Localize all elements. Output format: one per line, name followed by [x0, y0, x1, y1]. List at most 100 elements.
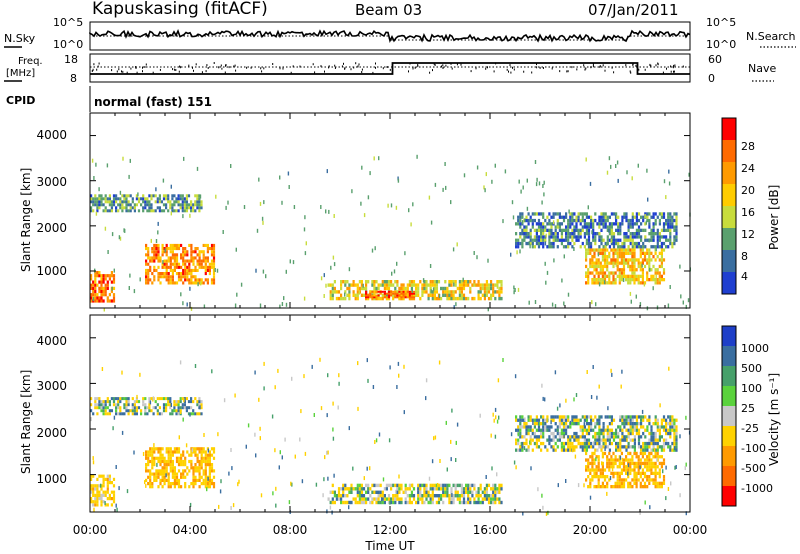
data-cell — [587, 248, 590, 252]
data-cell — [591, 255, 594, 259]
data-cell — [385, 293, 388, 297]
data-cell — [535, 222, 538, 226]
data-cell — [608, 415, 611, 419]
data-cell — [610, 232, 613, 236]
data-cell — [652, 255, 655, 259]
data-speck — [283, 296, 285, 301]
data-cell — [110, 481, 113, 485]
data-speck — [682, 300, 684, 305]
data-speck — [573, 397, 575, 402]
nave-dot — [97, 65, 99, 68]
nave-dot — [434, 64, 436, 66]
data-cell — [392, 497, 395, 501]
data-cell — [202, 450, 205, 454]
data-cell — [617, 238, 620, 242]
data-cell — [594, 241, 597, 246]
data-cell — [597, 478, 600, 482]
data-cell — [460, 293, 463, 297]
data-cell — [662, 418, 666, 422]
data-cell — [100, 299, 103, 303]
data-speck — [554, 304, 557, 309]
data-cell — [610, 248, 613, 252]
data-cell — [598, 238, 601, 242]
data-cell — [515, 418, 518, 422]
data-cell — [595, 468, 598, 472]
data-speck — [512, 215, 515, 220]
data-speck — [218, 504, 220, 509]
data-cell — [167, 272, 170, 276]
data-cell — [159, 259, 162, 263]
data-speck — [367, 378, 369, 383]
data-cell — [585, 418, 588, 422]
data-cell — [596, 448, 599, 452]
data-cell — [525, 441, 528, 446]
data-cell — [637, 458, 640, 462]
data-cell — [490, 296, 493, 301]
data-speck — [190, 306, 193, 311]
data-cell — [615, 218, 618, 223]
data-cell — [161, 485, 164, 489]
data-cell — [622, 248, 626, 252]
data-speck — [103, 307, 105, 312]
data-cell — [558, 228, 561, 232]
data-cell — [147, 463, 150, 467]
data-cell — [431, 500, 434, 505]
data-cell — [603, 258, 607, 262]
data-speck — [326, 413, 328, 418]
data-speck — [411, 483, 414, 488]
data-cell — [637, 258, 640, 262]
data-cell — [196, 200, 199, 204]
data-cell — [595, 268, 598, 272]
data-cell — [656, 215, 659, 219]
data-cell — [200, 482, 203, 486]
noise-left-tick-top: 10^5 — [53, 16, 83, 29]
data-speck — [378, 156, 380, 161]
data-cell — [173, 203, 176, 207]
data-cell — [631, 241, 634, 246]
data-cell — [177, 469, 181, 473]
data-speck — [685, 415, 687, 420]
data-cell — [675, 435, 678, 439]
data-speck — [290, 481, 292, 486]
data-cell — [569, 222, 572, 226]
data-cell — [348, 500, 351, 505]
data-cell — [614, 481, 617, 485]
data-cell — [550, 225, 553, 229]
data-cell — [527, 428, 530, 432]
data-cell — [500, 296, 503, 301]
data-speck — [538, 421, 541, 426]
data-speck — [679, 434, 681, 439]
data-cell — [354, 296, 357, 301]
data-speck — [502, 219, 504, 224]
data-cell — [448, 296, 451, 301]
data-speck — [197, 282, 199, 287]
nave-dot — [111, 69, 113, 72]
data-speck — [145, 483, 147, 488]
data-cell — [639, 251, 642, 255]
data-cell — [554, 415, 557, 419]
data-cell — [184, 469, 187, 473]
data-cell — [146, 200, 149, 204]
data-cell — [604, 445, 607, 449]
data-cell — [571, 441, 574, 446]
data-cell — [333, 286, 336, 291]
data-cell — [587, 241, 591, 246]
data-cell — [155, 469, 158, 473]
data-cell — [96, 484, 99, 488]
data-cell — [631, 278, 634, 282]
data-cell — [337, 490, 341, 494]
data-cell — [475, 490, 478, 494]
data-cell — [162, 203, 166, 207]
data-cell — [587, 281, 590, 285]
data-cell — [96, 293, 99, 297]
data-cell — [542, 418, 545, 422]
data-cell — [660, 448, 663, 452]
data-cell — [627, 415, 630, 419]
data-speck — [537, 487, 539, 492]
data-cell — [612, 232, 616, 236]
data-cell — [487, 494, 491, 498]
data-cell — [344, 487, 347, 491]
data-cell — [471, 283, 474, 287]
data-cell — [619, 222, 622, 226]
data-cell — [595, 278, 598, 282]
